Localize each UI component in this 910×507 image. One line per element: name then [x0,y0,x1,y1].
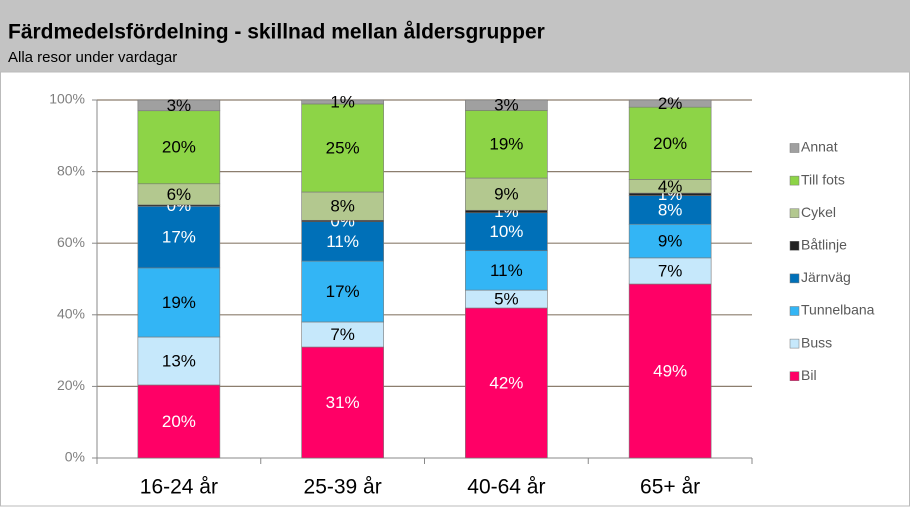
legend-label: Cykel [801,204,836,220]
bar-segment [628,195,712,225]
bar-segment [301,321,384,348]
data-label: 9% [658,232,683,251]
bar-segment [301,103,384,193]
chart-title: Färdmedelsfördelning - skillnad mellan å… [8,21,545,44]
data-label: 9% [494,185,519,204]
data-label: 42% [489,373,523,392]
bar-segment [301,346,384,459]
bar-segment [137,384,221,459]
plot-frame [0,71,910,507]
data-label: 20% [653,134,687,153]
data-label: 3% [167,96,192,115]
bar-segment [465,212,548,252]
data-label: 31% [326,393,360,412]
bar-segment [301,221,384,262]
data-label: 20% [162,412,196,431]
bar-segment [137,336,221,386]
data-label: 8% [330,197,355,216]
header-band [0,0,910,72]
data-label: 25% [326,138,360,157]
data-label: 2% [658,94,683,113]
legend-swatch [789,273,800,284]
legend-label: Till fots [801,171,845,187]
legend-label: Järnväg [801,269,851,285]
bar-segment [628,223,712,259]
legend-label: Tunnelbana [801,302,875,318]
bar-segment [465,110,548,179]
legend-swatch [789,306,800,316]
data-label: 13% [162,351,196,370]
x-tick-label: 65+ år [640,476,700,499]
legend-label: Annat [801,139,838,155]
bar-segment [301,191,384,221]
y-tick-label: 100% [49,91,85,107]
bar-segment [301,260,384,323]
legend-swatch [789,371,800,381]
bar-segment [628,283,712,459]
legend-label: Buss [801,334,832,350]
data-label: 10% [489,222,523,241]
bar-segment [465,250,548,291]
bar-segment [137,110,221,185]
data-label: 4% [658,177,683,196]
data-label: 1% [330,92,355,111]
bar-segment [628,99,712,108]
data-label: 19% [162,293,196,312]
y-tick-label: 60% [57,234,85,250]
data-label: 8% [658,200,683,219]
legend-swatch [789,175,800,186]
bar-segment [465,99,548,111]
y-tick-label: 20% [57,377,85,393]
legend-label: Bil [801,367,817,383]
data-label: 49% [653,361,687,380]
data-label: 11% [490,261,523,280]
chart-subtitle: Alla resor under vardagar [8,49,177,66]
bar-segment [465,177,548,211]
data-label: 7% [330,325,355,344]
y-tick-label: 0% [65,449,85,465]
x-tick-label: 40-64 år [467,476,545,499]
bar-segment [301,99,384,105]
legend-swatch [789,338,800,349]
data-label: 7% [658,261,683,280]
data-label: 5% [494,290,519,309]
x-tick-label: 16-24 år [140,476,218,499]
y-tick-label: 40% [57,306,85,322]
data-label: 20% [162,138,196,157]
bar-segment [137,267,221,338]
y-tick-label: 80% [57,162,85,178]
legend-label: Båtlinje [801,237,847,253]
x-tick-label: 25-39 år [304,476,382,499]
legend-swatch [789,208,800,218]
data-label: 17% [326,282,360,301]
legend-swatch [789,143,800,153]
data-label: 17% [162,228,196,247]
data-label: 19% [489,135,523,154]
bar-segment [465,307,548,459]
data-label: 3% [494,96,519,115]
data-label: 11% [326,232,359,251]
bar-segment [137,99,221,112]
legend-swatch [789,241,800,251]
data-label: 6% [167,185,192,204]
